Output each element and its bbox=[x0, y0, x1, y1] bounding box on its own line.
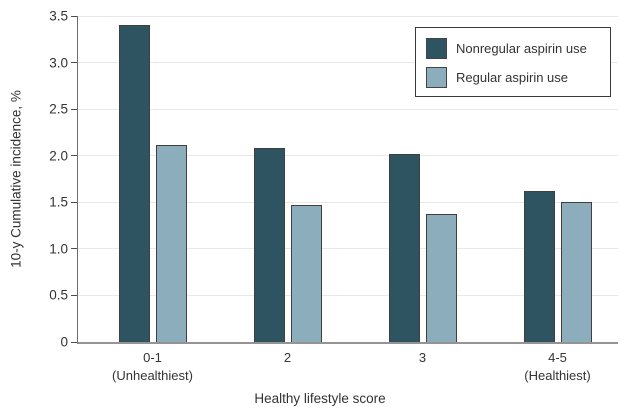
bar-regular-aspirin-use-3 bbox=[426, 214, 457, 342]
x-tick-label-2: 2 bbox=[284, 349, 291, 367]
x-tick-label-0-1: 0-1 (Unhealthiest) bbox=[112, 349, 193, 385]
legend-label-nonregular-aspirin-use: Nonregular aspirin use bbox=[456, 41, 587, 56]
x-tick-label-4-5: 4-5 (Healthiest) bbox=[524, 349, 590, 385]
bar-nonregular-aspirin-use-4-5 bbox=[524, 191, 555, 342]
x-tick-label-3: 3 bbox=[419, 349, 426, 367]
gridline-1.5 bbox=[78, 201, 618, 203]
gridline-2.5 bbox=[78, 108, 618, 110]
legend: Nonregular aspirin use Regular aspirin us… bbox=[415, 27, 611, 97]
y-tick-2.0 bbox=[71, 155, 77, 157]
bar-nonregular-aspirin-use-3 bbox=[389, 153, 420, 342]
y-tick-3.0 bbox=[71, 62, 77, 64]
bar-nonregular-aspirin-use-2 bbox=[254, 148, 285, 342]
legend-swatch-regular-aspirin-use bbox=[426, 67, 447, 88]
x-tick-sublabel-0-1: (Unhealthiest) bbox=[112, 368, 193, 383]
gridline-3.0 bbox=[78, 62, 618, 64]
y-tick-label-1.0: 1.0 bbox=[49, 241, 68, 257]
gridline-0.5 bbox=[78, 294, 618, 296]
y-tick-0.5 bbox=[71, 294, 77, 296]
y-tick-label-0.5: 0.5 bbox=[49, 287, 68, 303]
x-tick-sublabel-4-5: (Healthiest) bbox=[524, 368, 591, 383]
legend-label-regular-aspirin-use: Regular aspirin use bbox=[456, 70, 569, 85]
y-tick-1.5 bbox=[71, 201, 77, 203]
bar-regular-aspirin-use-4-5 bbox=[561, 202, 592, 342]
bar-regular-aspirin-use-2 bbox=[291, 205, 322, 342]
gridline-2.0 bbox=[78, 155, 618, 157]
y-tick-label-2.5: 2.5 bbox=[49, 101, 68, 117]
x-tick-label-main-2: 2 bbox=[283, 350, 292, 365]
x-tick-label-main-4-5: 4-5 bbox=[548, 350, 567, 365]
y-tick-0 bbox=[71, 341, 77, 343]
legend-swatch-nonregular-aspirin-use bbox=[426, 38, 447, 59]
y-tick-1.0 bbox=[71, 248, 77, 250]
legend-item-regular-aspirin-use: Regular aspirin use bbox=[426, 65, 610, 90]
gridline-3.5 bbox=[78, 15, 618, 17]
y-tick-label-0: 0 bbox=[60, 334, 68, 350]
x-axis-title: Healthy lifestyle score bbox=[254, 391, 386, 406]
plot-area: 0 0.5 1.0 1.5 2.0 2.5 3.0 3.5 0-1 (Unhealthiest) 2… bbox=[49, 9, 618, 383]
y-tick-label-3.0: 3.0 bbox=[49, 55, 68, 71]
gridline-1.0 bbox=[78, 248, 618, 250]
x-tick-label-main-0-1: 0-1 bbox=[143, 350, 162, 365]
bar-regular-aspirin-use-0-1 bbox=[156, 144, 187, 342]
legend-item-nonregular-aspirin-use: Nonregular aspirin use bbox=[426, 36, 610, 61]
y-tick-label-1.5: 1.5 bbox=[49, 194, 68, 210]
y-tick-2.5 bbox=[71, 108, 77, 110]
x-tick-label-main-3: 3 bbox=[418, 350, 427, 365]
y-tick-3.5 bbox=[71, 15, 77, 17]
bar-nonregular-aspirin-use-0-1 bbox=[119, 25, 150, 342]
y-tick-label-3.5: 3.5 bbox=[49, 8, 68, 24]
y-tick-label-2.0: 2.0 bbox=[49, 148, 68, 164]
